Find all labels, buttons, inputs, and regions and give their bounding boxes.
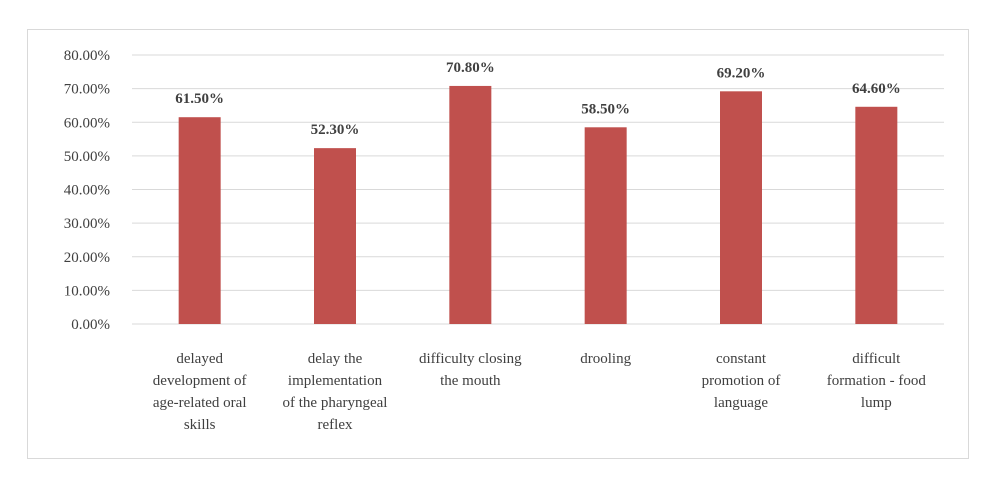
- x-tick-label-line: reflex: [318, 417, 353, 433]
- y-tick-label: 30.00%: [64, 216, 110, 232]
- x-tick-label-line: skills: [184, 417, 216, 433]
- bar: [584, 127, 627, 324]
- x-tick-label-line: difficult: [852, 351, 901, 367]
- data-label: 52.30%: [311, 122, 360, 138]
- y-tick-label: 10.00%: [64, 283, 110, 299]
- x-tick-label-line: constant: [716, 351, 767, 367]
- x-tick-label-line: of the pharyngeal: [283, 395, 388, 411]
- x-tick-label: delay the implementation of the pharyngeal…: [283, 351, 388, 433]
- y-tick-label: 40.00%: [64, 183, 110, 199]
- x-tick-label-line: delayed: [176, 351, 223, 367]
- x-tick-label: difficult formation - food lump: [827, 351, 927, 411]
- data-label: 69.20%: [717, 65, 766, 81]
- x-tick-label-line: difficulty closing: [419, 351, 522, 367]
- y-tick-label: 70.00%: [64, 82, 110, 98]
- data-label: 61.50%: [175, 91, 224, 107]
- x-tick-label-line: promotion of: [702, 373, 781, 389]
- x-tick-label: constant promotion of language: [702, 351, 781, 411]
- y-tick-label: 20.00%: [64, 250, 110, 266]
- x-tick-label-line: formation - food: [827, 373, 927, 389]
- x-tick-label-line: language: [714, 395, 768, 411]
- bar: [178, 117, 221, 324]
- x-tick-label-line: development of: [153, 373, 247, 389]
- x-tick-label: difficulty closing the mouth: [419, 351, 522, 389]
- x-tick-label-line: drooling: [580, 351, 631, 367]
- y-tick-label: 0.00%: [71, 317, 110, 333]
- x-tick-label-line: lump: [861, 395, 892, 411]
- x-tick-label: delayed development of age-related oral ski…: [153, 351, 247, 433]
- y-tick-label: 80.00%: [64, 48, 110, 64]
- data-label: 64.60%: [852, 81, 901, 97]
- bar: [449, 85, 492, 324]
- y-tick-label: 50.00%: [64, 149, 110, 165]
- x-tick-label-line: implementation: [288, 373, 383, 389]
- data-label: 58.50%: [581, 101, 630, 117]
- bar: [855, 106, 898, 324]
- x-tick-label: drooling: [580, 351, 631, 367]
- bar: [314, 148, 356, 324]
- y-tick-label: 60.00%: [64, 115, 110, 131]
- x-tick-label-line: delay the: [308, 351, 363, 367]
- bar: [720, 91, 762, 324]
- x-tick-label-line: the mouth: [440, 373, 501, 389]
- x-tick-label-line: age-related oral: [153, 395, 247, 411]
- data-label: 70.80%: [446, 60, 495, 76]
